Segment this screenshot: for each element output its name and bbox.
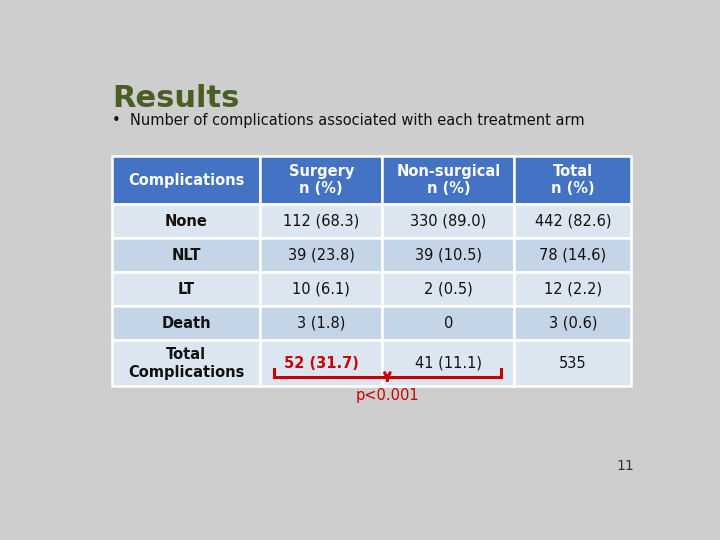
Text: Total
n (%): Total n (%) (551, 164, 595, 197)
Bar (382, 156, 515, 204)
Text: 3 (0.6): 3 (0.6) (549, 316, 597, 331)
Text: Death: Death (161, 316, 211, 331)
Text: •  Number of complications associated with each treatment arm: • Number of complications associated wit… (112, 113, 585, 127)
Text: 52 (31.7): 52 (31.7) (284, 356, 359, 371)
Bar (382, 272, 515, 306)
Bar (382, 306, 515, 341)
Text: p<0.001: p<0.001 (356, 388, 419, 403)
Bar (260, 156, 382, 204)
Bar (382, 341, 515, 386)
Text: None: None (165, 214, 207, 228)
Bar (382, 238, 515, 272)
Bar (515, 272, 631, 306)
Bar (515, 238, 631, 272)
Bar (112, 306, 260, 341)
Bar (260, 341, 382, 386)
Text: 11: 11 (616, 459, 634, 473)
Text: Complications: Complications (128, 173, 245, 188)
Bar (112, 204, 260, 238)
Text: 2 (0.5): 2 (0.5) (424, 282, 473, 297)
Text: 12 (2.2): 12 (2.2) (544, 282, 602, 297)
Bar (515, 204, 631, 238)
Bar (260, 238, 382, 272)
Text: 39 (23.8): 39 (23.8) (288, 248, 355, 263)
Bar (515, 306, 631, 341)
Text: Non-surgical
n (%): Non-surgical n (%) (396, 164, 500, 197)
Text: LT: LT (178, 282, 195, 297)
Bar (382, 204, 515, 238)
Bar (515, 156, 631, 204)
Text: 78 (14.6): 78 (14.6) (539, 248, 606, 263)
Text: 535: 535 (559, 356, 587, 371)
Bar (112, 272, 260, 306)
Bar (260, 272, 382, 306)
Text: 112 (68.3): 112 (68.3) (283, 214, 359, 228)
Text: 10 (6.1): 10 (6.1) (292, 282, 350, 297)
Text: 330 (89.0): 330 (89.0) (410, 214, 487, 228)
Bar (260, 306, 382, 341)
Text: 39 (10.5): 39 (10.5) (415, 248, 482, 263)
Text: Results: Results (112, 84, 240, 112)
Bar (112, 341, 260, 386)
Bar (112, 156, 260, 204)
Text: 442 (82.6): 442 (82.6) (535, 214, 611, 228)
Text: NLT: NLT (171, 248, 201, 263)
Text: Surgery
n (%): Surgery n (%) (289, 164, 354, 197)
Text: 3 (1.8): 3 (1.8) (297, 316, 346, 331)
Text: 41 (11.1): 41 (11.1) (415, 356, 482, 371)
Bar (260, 204, 382, 238)
Bar (515, 341, 631, 386)
Text: 0: 0 (444, 316, 453, 331)
Bar (112, 238, 260, 272)
Text: Total
Complications: Total Complications (128, 347, 245, 380)
